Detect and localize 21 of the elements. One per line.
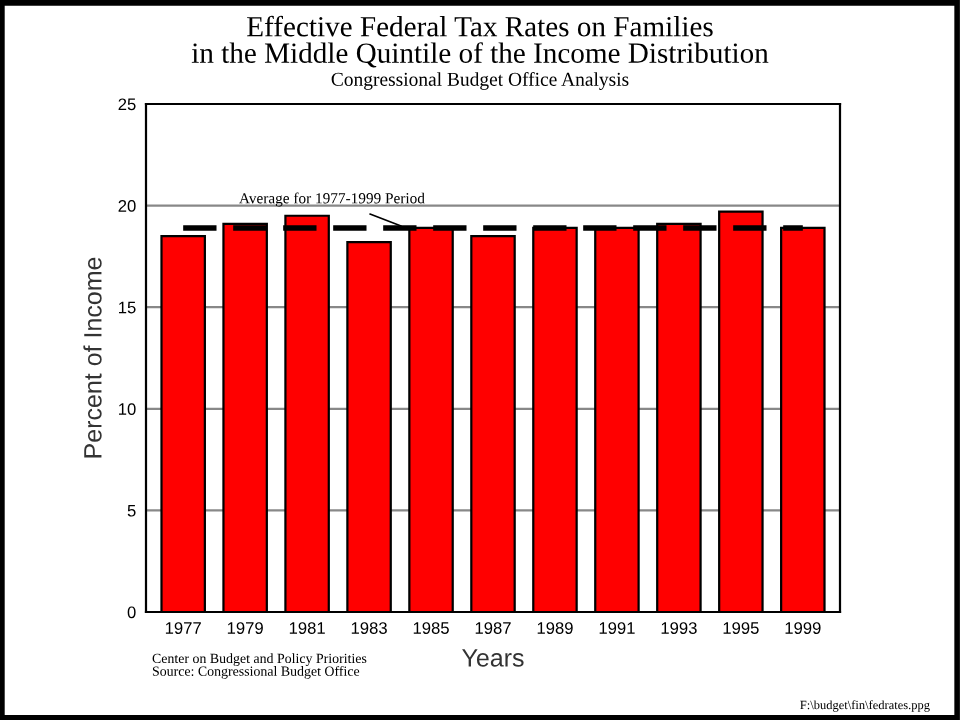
x-tick-label: 1987 xyxy=(475,622,511,634)
x-tick-label: 1999 xyxy=(785,622,821,634)
x-tick-label: 1979 xyxy=(227,622,263,634)
y-tick-label: 20 xyxy=(118,200,136,212)
x-tick-label: 1993 xyxy=(661,622,697,634)
y-tick-label: 25 xyxy=(118,98,136,111)
chart-title: Effective Federal Tax Rates on Families in the Middle Quintile of the Income Distribution xyxy=(191,15,769,68)
x-tick-label: 1981 xyxy=(289,622,325,634)
y-tick-label: 10 xyxy=(119,403,136,415)
x-tick-label: 1985 xyxy=(413,622,449,634)
x-tick-label: 1977 xyxy=(165,622,201,634)
x-tick-label: 1991 xyxy=(599,622,635,634)
y-tick-label: 5 xyxy=(127,504,136,517)
x-axis-title: Years xyxy=(462,649,524,667)
chart-subtitle: Congressional Budget Office Analysis xyxy=(331,72,629,90)
y-axis-title: Percent of Income xyxy=(83,257,102,458)
x-tick-label: 1989 xyxy=(537,622,573,634)
y-tick-label: 15 xyxy=(119,301,136,314)
x-tick-label: 1995 xyxy=(723,622,759,634)
x-tick-label: 1983 xyxy=(351,622,387,634)
y-tick-label: 0 xyxy=(127,606,136,619)
